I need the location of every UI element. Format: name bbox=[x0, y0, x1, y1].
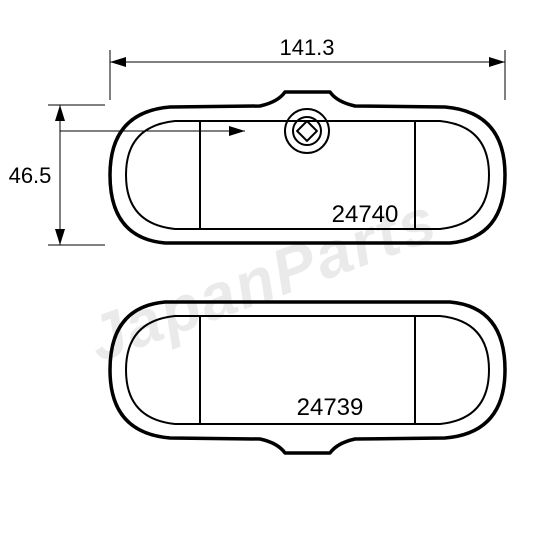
height-dim-value: 46.5 bbox=[9, 163, 52, 188]
arrow-right bbox=[489, 57, 505, 67]
leader-arrow bbox=[229, 126, 245, 136]
brake-pad-drawing: JapanParts 141.3 46.5 24740 bbox=[0, 0, 540, 540]
arrow-left bbox=[110, 57, 126, 67]
arrow-down bbox=[55, 229, 65, 245]
part-bottom-label: 24739 bbox=[297, 394, 364, 421]
part-top-label: 24740 bbox=[332, 201, 399, 228]
width-dim-value: 141.3 bbox=[279, 35, 334, 60]
brake-pad-top: 24740 bbox=[110, 92, 505, 243]
arrow-up bbox=[55, 105, 65, 121]
